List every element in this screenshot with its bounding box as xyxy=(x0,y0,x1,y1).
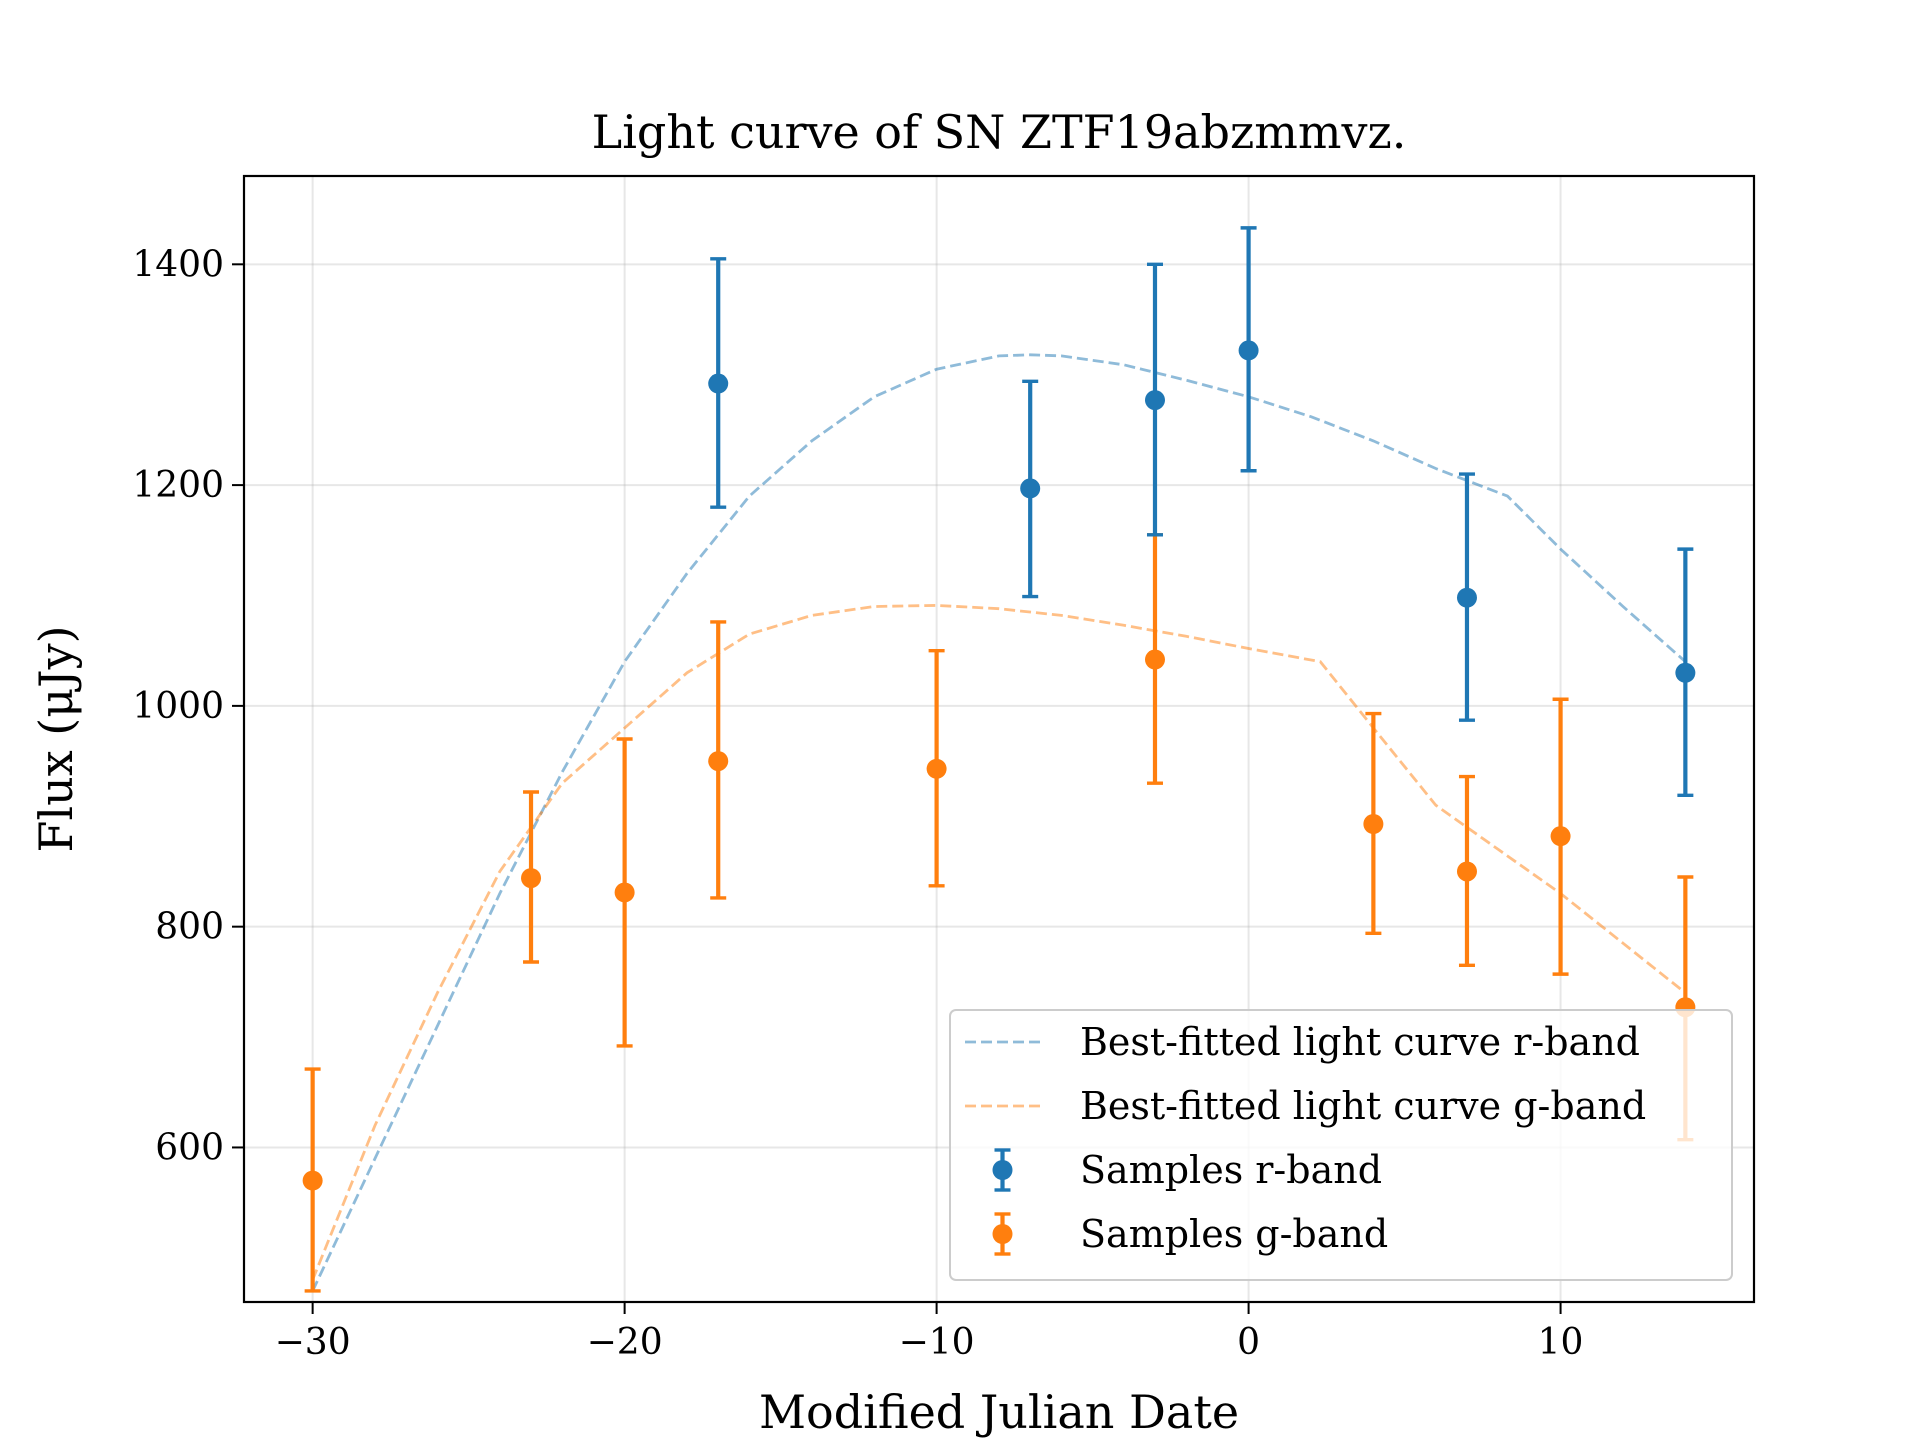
x-tick-label: −20 xyxy=(587,1322,663,1363)
axis-ticks: −30 −20 −10 0 10 600 800 1000 1200 1400 xyxy=(132,244,1583,1363)
y-tick-label: 600 xyxy=(155,1127,224,1168)
data-point-r-band xyxy=(1144,390,1165,411)
x-tick-label: −10 xyxy=(899,1322,975,1363)
chart-title: Light curve of SN ZTF19abzmmvz. xyxy=(592,105,1407,159)
plot-frame xyxy=(242,174,1756,1304)
data-point-r-band xyxy=(1020,478,1041,499)
x-tick-label: −30 xyxy=(275,1322,351,1363)
x-axis-title: Modified Julian Date xyxy=(759,1385,1239,1439)
data-point-r-band xyxy=(1238,340,1259,361)
legend-marker-swatch xyxy=(992,1160,1013,1180)
plot-series xyxy=(302,226,1696,1293)
y-tick-label: 1400 xyxy=(132,244,224,285)
data-point-r-band xyxy=(1456,587,1477,608)
legend-box xyxy=(949,1009,1733,1281)
fit-line-g-band xyxy=(311,603,1687,1281)
data-point-g-band xyxy=(1363,814,1384,835)
legend-label: Best-fitted light curve g-band xyxy=(1080,1084,1646,1128)
data-point-g-band xyxy=(1456,861,1477,882)
fit-line-r-band xyxy=(311,353,1687,1292)
data-point-g-band xyxy=(302,1170,323,1191)
legend: Best-fitted light curve r-band Best-fitte… xyxy=(949,1009,1733,1281)
legend-label: Samples r-band xyxy=(1080,1148,1382,1192)
data-point-r-band xyxy=(708,373,729,394)
data-point-g-band xyxy=(521,868,542,889)
x-tick-label: 0 xyxy=(1237,1322,1260,1363)
legend-label: Best-fitted light curve r-band xyxy=(1080,1020,1640,1064)
y-tick-label: 800 xyxy=(155,907,224,948)
x-tick-label: 10 xyxy=(1538,1322,1584,1363)
y-axis-title: Flux (μJy) xyxy=(29,625,83,852)
y-tick-label: 1000 xyxy=(132,686,224,727)
data-point-g-band xyxy=(1550,826,1571,847)
data-point-g-band xyxy=(614,882,635,903)
data-point-r-band xyxy=(1675,662,1696,683)
data-point-g-band xyxy=(708,751,729,772)
y-tick-label: 1200 xyxy=(132,465,224,506)
data-point-g-band xyxy=(1144,649,1165,670)
legend-marker-swatch xyxy=(992,1224,1013,1244)
data-point-g-band xyxy=(926,758,947,779)
legend-label: Samples g-band xyxy=(1080,1212,1388,1256)
